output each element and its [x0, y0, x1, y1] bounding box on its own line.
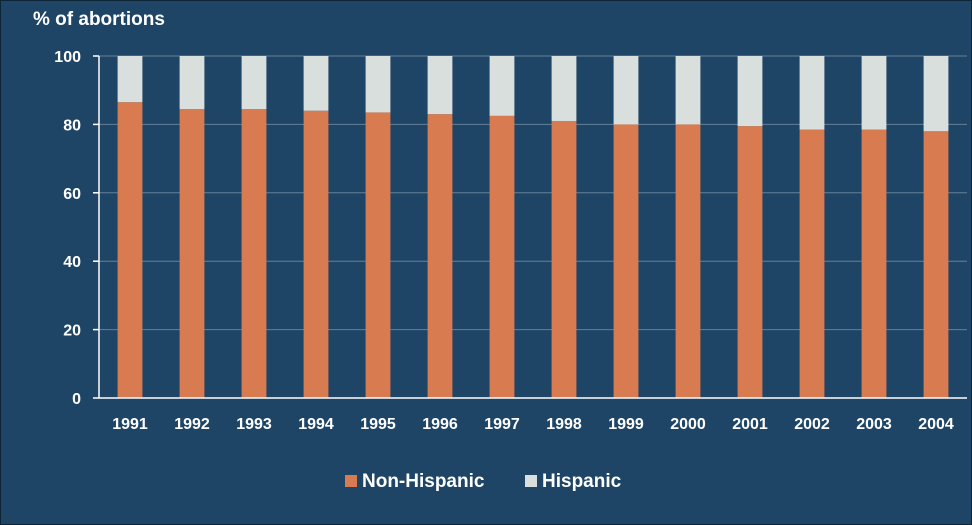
- bar-segment-hispanic: [365, 56, 391, 113]
- x-tick-label: 1997: [484, 416, 520, 433]
- bar-segment-non-hispanic: [117, 102, 143, 399]
- x-tick-label: 1999: [608, 416, 644, 433]
- legend-label: Non-Hispanic: [362, 471, 485, 492]
- bar-segment-hispanic: [179, 56, 205, 110]
- y-tick-label: 60: [63, 186, 81, 203]
- bar-segment-non-hispanic: [861, 129, 887, 398]
- bars: [117, 56, 949, 399]
- bar-segment-non-hispanic: [737, 126, 763, 399]
- legend-swatch: [345, 475, 357, 487]
- bar-segment-hispanic: [613, 56, 639, 125]
- x-tick-label: 1992: [174, 416, 210, 433]
- legend-label: Hispanic: [542, 471, 622, 492]
- y-axis-label: % of abortions: [33, 9, 165, 30]
- gridlines: [99, 55, 967, 331]
- bar-segment-non-hispanic: [551, 120, 577, 398]
- y-tick-label: 100: [54, 49, 81, 66]
- bar-segment-hispanic: [489, 56, 515, 116]
- x-tick-label: 2000: [670, 416, 706, 433]
- legend-swatch: [525, 475, 537, 487]
- bar-segment-non-hispanic: [799, 129, 825, 398]
- bar-segment-hispanic: [241, 56, 267, 110]
- x-tick-label: 2003: [856, 416, 892, 433]
- bar-segment-non-hispanic: [613, 124, 639, 399]
- bar-segment-non-hispanic: [675, 124, 701, 399]
- x-tick-label: 2002: [794, 416, 830, 433]
- bar-segment-hispanic: [303, 56, 329, 111]
- bar-segment-hispanic: [675, 56, 701, 125]
- bar-segment-hispanic: [737, 56, 763, 127]
- bar-segment-hispanic: [551, 56, 577, 121]
- bar-segment-hispanic: [923, 56, 949, 132]
- x-tick-label: 1994: [298, 416, 334, 433]
- bar-segment-non-hispanic: [923, 131, 949, 399]
- x-tick-label: 2001: [732, 416, 768, 433]
- y-tick-label: 40: [63, 254, 81, 271]
- bar-segment-non-hispanic: [179, 109, 205, 398]
- bar-segment-hispanic: [427, 56, 453, 115]
- x-tick-label: 2004: [918, 416, 954, 433]
- y-tick-label: 0: [72, 391, 81, 408]
- bar-segment-hispanic: [117, 56, 143, 103]
- bar-segment-non-hispanic: [303, 110, 329, 398]
- bar-segment-non-hispanic: [489, 115, 515, 398]
- bar-segment-hispanic: [799, 56, 825, 130]
- y-tick-label: 20: [63, 323, 81, 340]
- x-tick-label: 1991: [112, 416, 148, 433]
- x-tick-label: 1993: [236, 416, 272, 433]
- y-tick-label: 80: [63, 117, 81, 134]
- axes: 0 20 40 60 80 100 1991 1992 1993 1994 1995 1996 1997…: [54, 49, 967, 433]
- legend: Non-Hispanic Hispanic: [345, 471, 622, 492]
- x-tick-label: 1998: [546, 416, 582, 433]
- x-tick-label: 1996: [422, 416, 458, 433]
- bar-segment-non-hispanic: [427, 114, 453, 398]
- bar-segment-non-hispanic: [365, 112, 391, 399]
- bar-segment-non-hispanic: [241, 109, 267, 398]
- x-tick-label: 1995: [360, 416, 396, 433]
- bar-segment-hispanic: [861, 56, 887, 130]
